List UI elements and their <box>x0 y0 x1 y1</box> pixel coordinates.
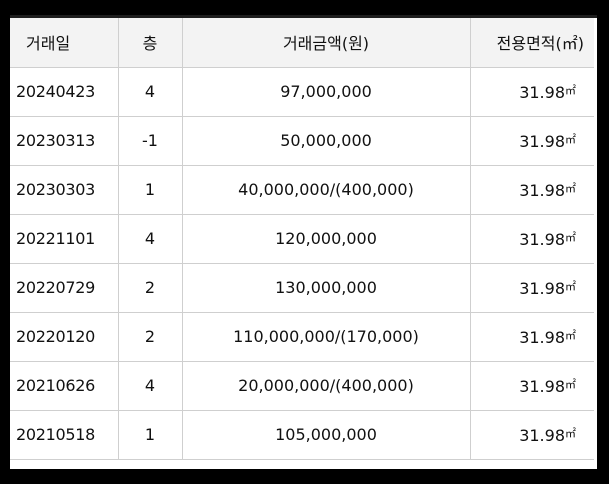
table-row: 20240423 4 97,000,000 31.98㎡ <box>10 66 594 117</box>
cell-price: 97,000,000 <box>181 66 471 117</box>
area-unit: ㎡ <box>565 83 576 97</box>
cell-date: 20230303 <box>10 164 119 215</box>
table-body: 20240423 4 97,000,000 31.98㎡ 20230313 -1… <box>10 66 594 460</box>
cell-floor: 2 <box>117 311 183 362</box>
header-floor: 층 <box>117 18 183 68</box>
cell-area: 31.98㎡ <box>469 360 594 411</box>
cell-area: 31.98㎡ <box>469 262 594 313</box>
cell-area: 31.98㎡ <box>469 213 594 264</box>
area-unit: ㎡ <box>565 279 576 293</box>
cell-floor: 1 <box>117 164 183 215</box>
cell-price: 105,000,000 <box>181 409 471 460</box>
cell-price: 120,000,000 <box>181 213 471 264</box>
cell-floor: 4 <box>117 360 183 411</box>
cell-area: 31.98㎡ <box>469 409 594 460</box>
area-value: 31.98 <box>519 131 565 151</box>
area-unit: ㎡ <box>565 181 576 195</box>
cell-price: 130,000,000 <box>181 262 471 313</box>
table-row: 20221101 4 120,000,000 31.98㎡ <box>10 213 594 264</box>
cell-area: 31.98㎡ <box>469 66 594 117</box>
cell-price: 40,000,000/(400,000) <box>181 164 471 215</box>
cell-date: 20230313 <box>10 115 119 166</box>
cell-date: 20221101 <box>10 213 119 264</box>
cell-floor: -1 <box>117 115 183 166</box>
cell-floor: 1 <box>117 409 183 460</box>
cell-area: 31.98㎡ <box>469 115 594 166</box>
cell-floor: 2 <box>117 262 183 313</box>
cell-price: 110,000,000/(170,000) <box>181 311 471 362</box>
cell-floor: 4 <box>117 66 183 117</box>
area-value: 31.98 <box>519 180 565 200</box>
area-unit: ㎡ <box>565 377 576 391</box>
transaction-table-panel: 거래일 층 거래금액(원) 전용면적(㎡) 20240423 4 97,000,… <box>10 15 597 469</box>
cell-date: 20220729 <box>10 262 119 313</box>
area-value: 31.98 <box>519 229 565 249</box>
table-row: 20220120 2 110,000,000/(170,000) 31.98㎡ <box>10 311 594 362</box>
table-row: 20210626 4 20,000,000/(400,000) 31.98㎡ <box>10 360 594 411</box>
area-unit: ㎡ <box>565 426 576 440</box>
area-value: 31.98 <box>519 82 565 102</box>
header-row: 거래일 층 거래금액(원) 전용면적(㎡) <box>10 18 594 68</box>
header-date: 거래일 <box>10 18 119 68</box>
area-unit: ㎡ <box>565 328 576 342</box>
cell-date: 20240423 <box>10 66 119 117</box>
cell-floor: 4 <box>117 213 183 264</box>
area-value: 31.98 <box>519 278 565 298</box>
cell-price: 50,000,000 <box>181 115 471 166</box>
cell-date: 20220120 <box>10 311 119 362</box>
area-value: 31.98 <box>519 425 565 445</box>
area-unit: ㎡ <box>565 132 576 146</box>
cell-price: 20,000,000/(400,000) <box>181 360 471 411</box>
cell-date: 20210518 <box>10 409 119 460</box>
area-value: 31.98 <box>519 376 565 396</box>
table-row: 20220729 2 130,000,000 31.98㎡ <box>10 262 594 313</box>
table-row: 20230313 -1 50,000,000 31.98㎡ <box>10 115 594 166</box>
header-price: 거래금액(원) <box>181 18 471 68</box>
table-header: 거래일 층 거래금액(원) 전용면적(㎡) <box>10 18 594 68</box>
cell-area: 31.98㎡ <box>469 164 594 215</box>
area-unit: ㎡ <box>565 230 576 244</box>
header-area: 전용면적(㎡) <box>469 18 594 68</box>
transaction-table: 거래일 층 거래금액(원) 전용면적(㎡) 20240423 4 97,000,… <box>10 18 594 460</box>
area-value: 31.98 <box>519 327 565 347</box>
table-row: 20210518 1 105,000,000 31.98㎡ <box>10 409 594 460</box>
table-row: 20230303 1 40,000,000/(400,000) 31.98㎡ <box>10 164 594 215</box>
cell-area: 31.98㎡ <box>469 311 594 362</box>
cell-date: 20210626 <box>10 360 119 411</box>
